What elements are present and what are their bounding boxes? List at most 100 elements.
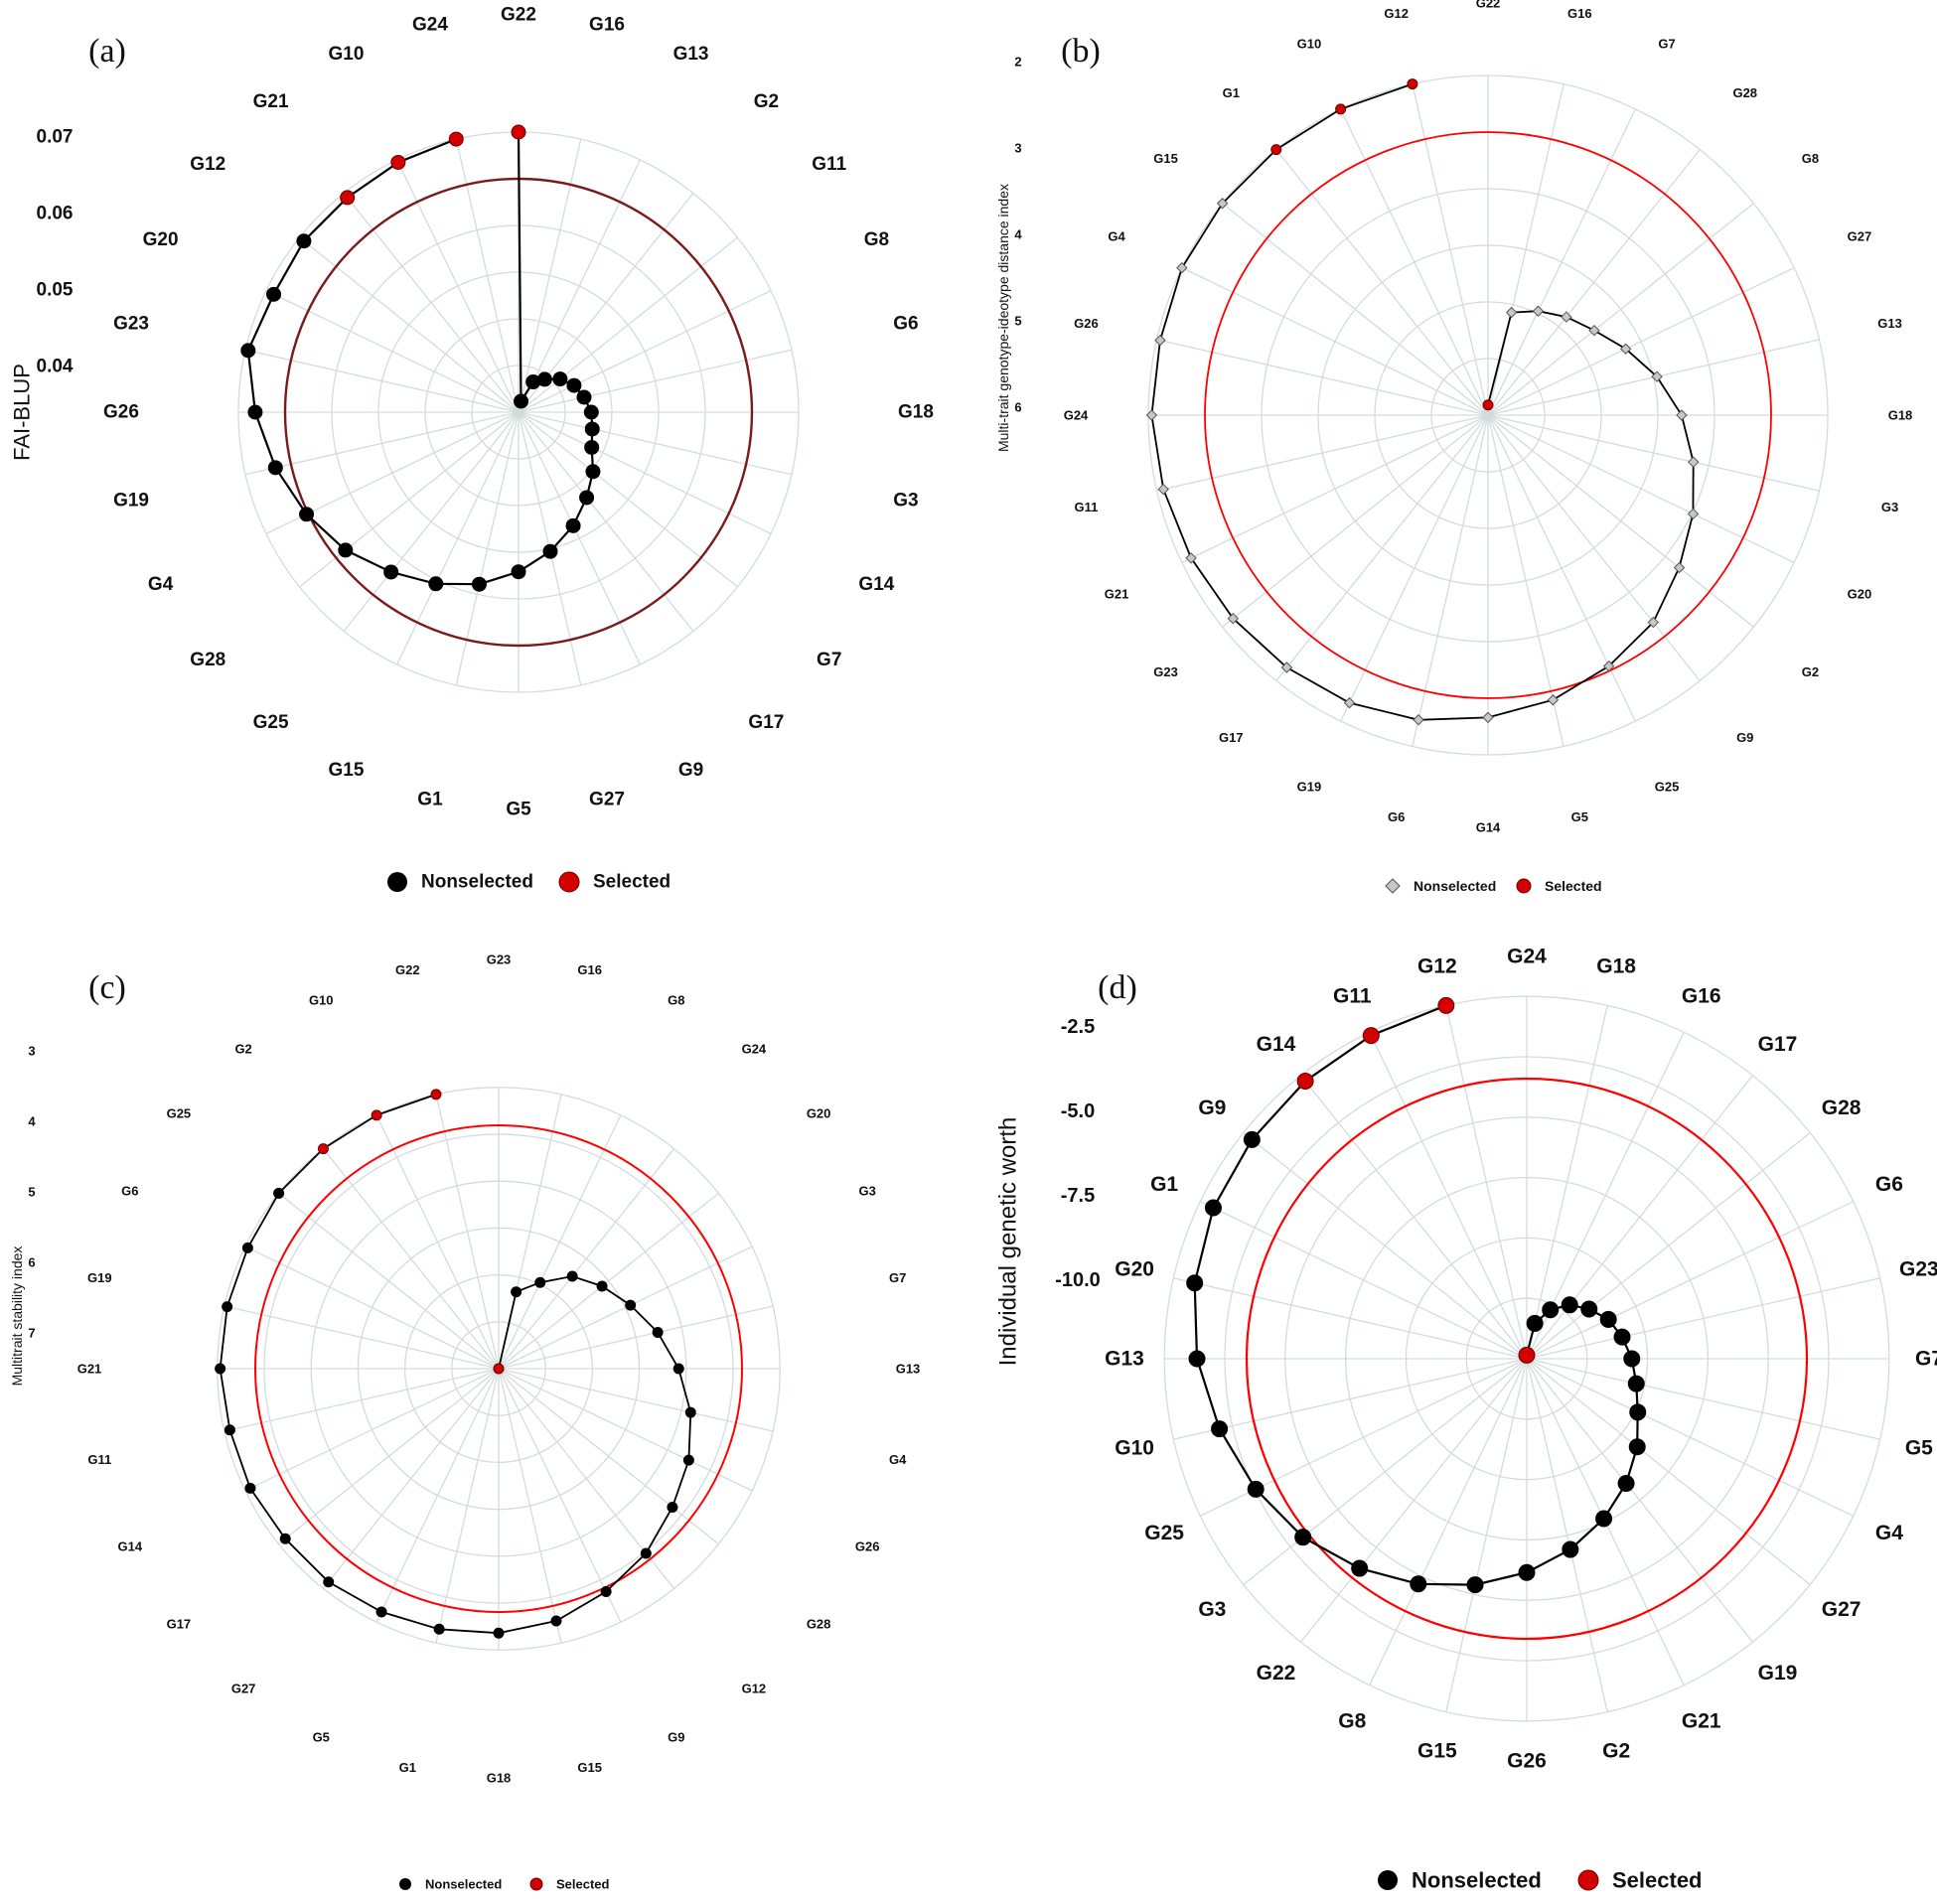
genotype-label: G7 — [1658, 37, 1675, 52]
genotype-label: G5 — [1905, 1437, 1933, 1460]
grid-spoke — [498, 1368, 753, 1492]
genotype-label: G24 — [1064, 408, 1089, 423]
genotype-label: G4 — [1108, 228, 1125, 243]
y-tick-label: 5 — [28, 1185, 35, 1200]
panel-letter: (b) — [1061, 33, 1101, 70]
panel-letter: (c) — [88, 969, 126, 1006]
point-G19 — [1617, 1474, 1635, 1492]
genotype-label: G15 — [1153, 151, 1178, 166]
point-G21 — [1185, 552, 1197, 564]
genotype-label: G28 — [1732, 85, 1757, 100]
legend-nonselected-label: Nonselected — [1412, 1868, 1542, 1893]
genotype-label: G21 — [1682, 1709, 1721, 1732]
grid-spoke — [1412, 414, 1489, 747]
grid-spoke — [1526, 1358, 1854, 1517]
legend-selected-marker — [1577, 1869, 1599, 1891]
grid-spoke — [278, 1368, 500, 1545]
genotype-label: G18 — [1888, 408, 1913, 423]
genotype-label: G14 — [858, 574, 894, 595]
point-G23 — [240, 343, 256, 359]
legend: Nonselected Selected — [1385, 878, 1602, 894]
genotype-label: G19 — [1297, 779, 1322, 794]
genotype-label: G28 — [807, 1616, 831, 1631]
grid-spoke — [244, 1368, 500, 1492]
point-G4 — [684, 1406, 696, 1418]
grid-spoke — [1340, 108, 1489, 416]
point-G28 — [667, 1501, 678, 1513]
point-G3 — [1294, 1529, 1312, 1546]
grid-spoke — [1200, 1201, 1528, 1360]
legend-nonselected-marker — [399, 1878, 411, 1890]
genotype-label: G25 — [1144, 1522, 1184, 1544]
genotype-label: G19 — [113, 491, 149, 512]
point-G20 — [266, 286, 282, 302]
legend-selected-marker — [558, 871, 580, 893]
point-G1 — [1270, 144, 1282, 156]
genotype-label: G24 — [1507, 946, 1547, 968]
genotype-label: G11 — [87, 1452, 111, 1467]
genotype-label: G3 — [859, 1184, 876, 1199]
point-G2 — [1673, 561, 1686, 574]
genotype-label: G11 — [1074, 500, 1098, 514]
point-G5 — [1547, 694, 1560, 706]
genotype-label: G15 — [1417, 1739, 1457, 1762]
genotype-label: G12 — [1384, 6, 1409, 21]
genotype-label: G7 — [1915, 1348, 1937, 1371]
y-tick-label: 4 — [1014, 227, 1022, 242]
grid-spoke — [1369, 1032, 1528, 1360]
y-tick-label: 7 — [28, 1326, 35, 1341]
point-G6 — [576, 389, 592, 405]
genotype-label: G11 — [812, 154, 846, 175]
point-G5 — [511, 564, 526, 580]
grid-spoke — [1300, 1075, 1528, 1360]
legend-nonselected-marker — [1385, 878, 1401, 894]
point-G26 — [1518, 1563, 1536, 1581]
y-tick-label: 4 — [28, 1114, 36, 1129]
point-G28 — [338, 542, 354, 558]
grid-spoke — [518, 290, 772, 413]
point-G1 — [433, 1623, 445, 1635]
genotype-label: G14 — [1476, 820, 1501, 835]
grid-spoke — [1156, 414, 1489, 492]
point-G7 — [585, 464, 601, 480]
grid-spoke — [518, 411, 641, 665]
point-G3 — [584, 421, 600, 437]
genotype-label: G28 — [190, 650, 225, 670]
point-G12 — [296, 233, 312, 249]
y-tick-label: -2.5 — [1061, 1016, 1095, 1038]
grid-spoke — [1181, 267, 1489, 416]
y-tick-label: 3 — [1014, 141, 1021, 156]
grid-spoke — [518, 159, 641, 413]
grid-spoke — [265, 290, 520, 413]
legend-selected-label: Selected — [556, 1877, 610, 1892]
point-G14 — [584, 439, 600, 455]
point-G16 — [511, 1286, 522, 1298]
genotype-label: G5 — [506, 800, 531, 820]
point-G19 — [267, 460, 283, 476]
point-G28 — [1561, 311, 1572, 323]
grid-spoke — [435, 1094, 500, 1370]
legend-selected-label: Selected — [1612, 1868, 1703, 1893]
grid-spoke — [1487, 267, 1795, 416]
point-G9 — [1647, 616, 1660, 629]
genotype-label: G1 — [399, 1760, 416, 1775]
genotype-label: G7 — [817, 650, 841, 670]
point-G4 — [1176, 261, 1188, 274]
genotype-label: G23 — [113, 313, 149, 334]
legend-selected-marker — [1516, 878, 1532, 894]
genotype-label: G23 — [1899, 1257, 1937, 1280]
point-G2 — [536, 371, 552, 387]
genotype-label: G22 — [395, 962, 420, 977]
selection-cutoff-circle — [254, 1124, 743, 1613]
point-G26 — [682, 1454, 694, 1466]
grid-spoke — [1526, 1132, 1811, 1360]
y-tick-label: 0.06 — [37, 204, 74, 224]
genotype-label: G17 — [167, 1616, 192, 1631]
genotype-label: G17 — [1219, 730, 1244, 745]
legend: Nonselected Selected — [1378, 1868, 1703, 1893]
point-G18 — [583, 404, 599, 420]
genotype-label: G19 — [1758, 1662, 1798, 1684]
genotype-label: G23 — [1153, 664, 1178, 679]
genotype-label: G3 — [1881, 500, 1898, 514]
genotype-label: G28 — [1822, 1097, 1862, 1119]
